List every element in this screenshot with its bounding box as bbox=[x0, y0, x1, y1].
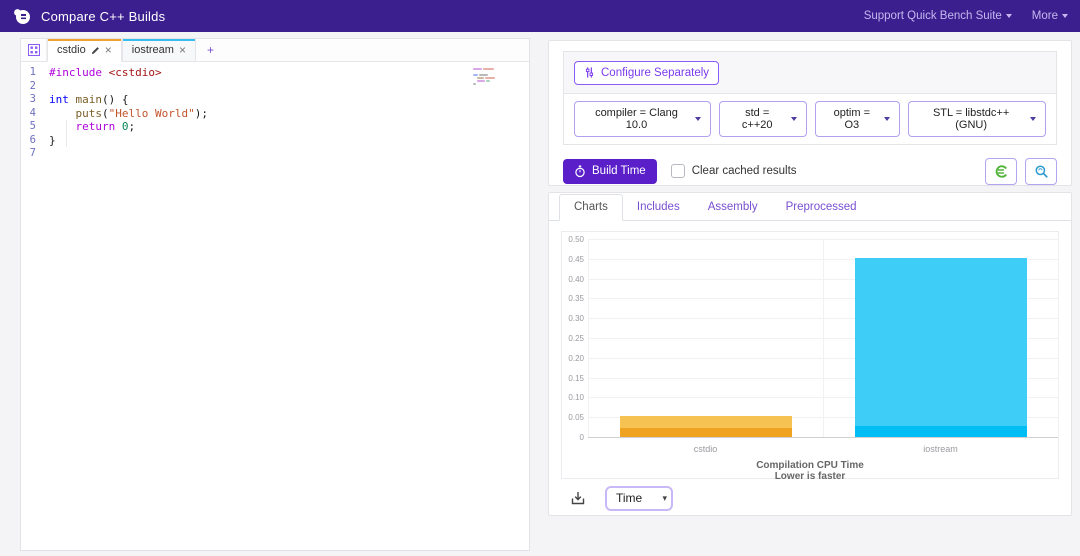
y-tick-label: 0.50 bbox=[568, 235, 584, 244]
config-dropdown[interactable]: STL = libstdc++(GNU) bbox=[908, 101, 1046, 137]
navbar: Compare C++ Builds Support Quick Bench S… bbox=[0, 0, 1080, 32]
code-line[interactable]: 3 int main() { bbox=[21, 93, 529, 107]
build-time-button[interactable]: Build Time bbox=[563, 158, 657, 184]
code-line[interactable]: 1 #include <cstdio> bbox=[21, 66, 529, 80]
line-number: 3 bbox=[29, 93, 36, 105]
results-card: Charts Includes Assembly Preprocessed 0 0.05… bbox=[548, 192, 1072, 516]
y-tick-label: 0.40 bbox=[568, 274, 584, 284]
v-gridline bbox=[823, 239, 824, 437]
bar-iostream-upper-segment[interactable] bbox=[854, 258, 1027, 427]
y-tick-label: 0.25 bbox=[568, 334, 584, 343]
clear-cache-checkbox[interactable] bbox=[670, 164, 685, 178]
run-row: Build Time Clear cached results bbox=[563, 157, 1057, 185]
y-tick-label: 0.45 bbox=[568, 254, 584, 264]
chevron-down-icon bbox=[1030, 117, 1036, 121]
config-dropdown[interactable]: optim = O3 bbox=[815, 101, 901, 137]
chart-footer: Time ▾ bbox=[561, 485, 1059, 511]
editor-tabbar: cstdio × iostream × + bbox=[21, 39, 529, 62]
indent-guide bbox=[66, 120, 67, 147]
more-menu[interactable]: More bbox=[1032, 10, 1068, 22]
close-tab-icon[interactable]: × bbox=[104, 43, 112, 57]
config-box: Configure Separately compiler = Clang 10… bbox=[563, 51, 1057, 145]
line-number: 7 bbox=[29, 147, 36, 159]
v-gridline bbox=[588, 239, 589, 437]
chart: 0 0.05 0.10 0.15 0.20 0.25 0.30 0.35 0.40 0.45 0.5… bbox=[561, 231, 1059, 482]
bar-cstdio-upper-segment[interactable] bbox=[619, 416, 792, 428]
grid-icon bbox=[27, 44, 40, 56]
chevron-down-icon bbox=[694, 117, 701, 121]
sliders-icon bbox=[585, 67, 594, 78]
code-line[interactable]: 7 bbox=[21, 147, 529, 161]
results-tab-assembly[interactable]: Assembly bbox=[707, 201, 758, 213]
line-number: 4 bbox=[29, 106, 36, 119]
close-tab-icon[interactable]: × bbox=[178, 43, 186, 57]
magnifier-icon bbox=[1035, 165, 1048, 178]
active-tab-accent bbox=[48, 39, 121, 41]
results-tab-preprocessed[interactable]: Preprocessed bbox=[785, 201, 857, 213]
editor-tab-label: iostream bbox=[131, 44, 174, 56]
results-tab-includes[interactable]: Includes bbox=[636, 201, 680, 213]
inspect-button[interactable] bbox=[1025, 157, 1057, 185]
code-line[interactable]: 6} bbox=[21, 134, 529, 148]
editor-tab-cstdio[interactable]: cstdio × bbox=[47, 39, 122, 62]
app-logo-icon bbox=[14, 9, 30, 24]
y-tick-label: 0.10 bbox=[568, 393, 584, 403]
app-title: Compare C++ Builds bbox=[41, 8, 166, 24]
line-number: 6 bbox=[29, 133, 36, 146]
editor-tab-label: cstdio bbox=[57, 44, 86, 56]
results-tabbar: Charts Includes Assembly Preprocessed bbox=[549, 193, 1071, 221]
bar-iostream-base-segment[interactable] bbox=[854, 426, 1027, 437]
config-header: Configure Separately bbox=[564, 52, 1056, 94]
x-category-label: cstdio bbox=[693, 444, 718, 454]
chart-title: Compilation CPU Time bbox=[756, 460, 864, 471]
code-line[interactable]: 5 return 0; bbox=[21, 120, 529, 134]
chevron-down-icon bbox=[1062, 14, 1068, 18]
editor-tab-iostream[interactable]: iostream × bbox=[121, 39, 196, 61]
inactive-tab-accent bbox=[122, 39, 195, 41]
tab-grid-button[interactable] bbox=[21, 39, 47, 61]
editor-panel: cstdio × iostream × + 1 #include <cstdio>… bbox=[20, 38, 530, 551]
edit-pencil-icon[interactable] bbox=[91, 46, 100, 55]
chevron-down-icon bbox=[884, 117, 891, 121]
code-line[interactable]: 2 bbox=[21, 80, 529, 94]
add-tab-button[interactable]: + bbox=[206, 43, 214, 57]
download-icon bbox=[571, 492, 585, 505]
config-dropdown[interactable]: std = c++20 bbox=[718, 101, 808, 137]
y-tick-label: 0 bbox=[579, 433, 584, 442]
bar-cstdio-base-segment[interactable] bbox=[619, 427, 792, 437]
compiler-explorer-button[interactable] bbox=[985, 157, 1017, 185]
download-chart-button[interactable] bbox=[569, 489, 587, 507]
support-menu[interactable]: Support Quick Bench Suite bbox=[864, 10, 1012, 22]
configure-separately-button[interactable]: Configure Separately bbox=[574, 60, 720, 85]
config-dropdown[interactable]: compiler = Clang 10.0 bbox=[574, 101, 711, 137]
x-axis-line bbox=[588, 437, 1058, 438]
y-tick-label: 0.20 bbox=[568, 353, 584, 363]
y-tick-label: 0.30 bbox=[568, 314, 584, 324]
compiler-explorer-icon bbox=[995, 164, 1007, 178]
line-number: 2 bbox=[29, 79, 36, 92]
y-tick-label: 0.05 bbox=[568, 413, 584, 423]
metric-select[interactable]: Time bbox=[605, 485, 673, 511]
code-line[interactable]: 4 puts("Hello World"); bbox=[21, 107, 529, 121]
y-tick-label: 0.35 bbox=[568, 294, 584, 304]
chart-subtitle: Lower is faster bbox=[774, 471, 846, 482]
clear-cache-label: Clear cached results bbox=[691, 165, 797, 177]
config-dropdowns: compiler = Clang 10.0 std = c++20 optim = … bbox=[564, 94, 1056, 144]
chevron-down-icon bbox=[791, 117, 798, 121]
chevron-down-icon bbox=[1005, 14, 1012, 18]
x-category-label: iostream bbox=[923, 444, 958, 454]
v-gridline bbox=[1058, 239, 1059, 437]
line-number: 1 bbox=[29, 66, 36, 78]
line-number: 5 bbox=[29, 120, 36, 132]
stopwatch-icon bbox=[575, 165, 585, 177]
results-tab-charts[interactable]: Charts bbox=[559, 194, 623, 221]
editor-minimap[interactable] bbox=[473, 68, 503, 86]
config-card: Configure Separately compiler = Clang 10… bbox=[548, 40, 1072, 186]
y-tick-label: 0.15 bbox=[568, 373, 584, 383]
code-lines: 1 #include <cstdio> 2 3 int main() {4 puts("… bbox=[21, 66, 529, 161]
code-editor[interactable]: 1 #include <cstdio> 2 3 int main() {4 puts("… bbox=[21, 62, 529, 161]
